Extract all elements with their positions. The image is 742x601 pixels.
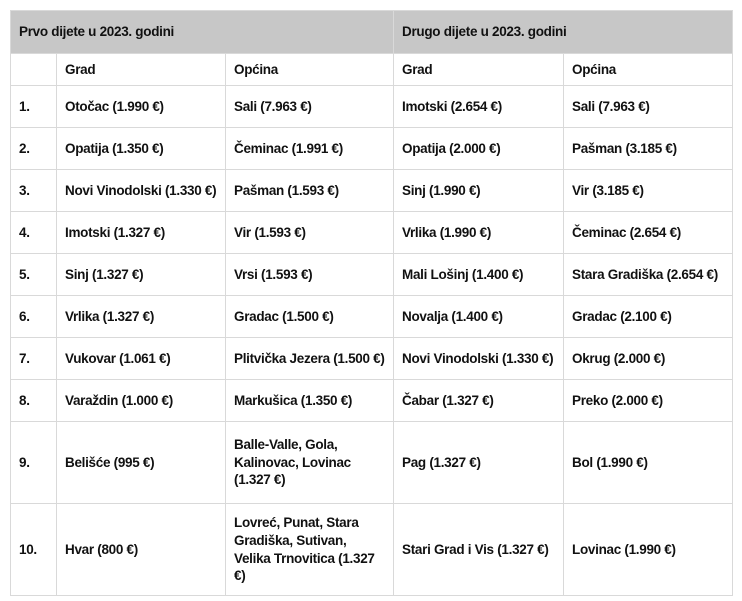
opcina2-cell: Stara Gradiška (2.654 €) bbox=[563, 253, 734, 296]
opcina2-cell: Okrug (2.000 €) bbox=[563, 337, 734, 380]
opcina2-cell: Bol (1.990 €) bbox=[563, 421, 734, 504]
table-row: 9. Belišće (995 €) Balle-Valle, Gola, Ka… bbox=[10, 421, 734, 504]
column-header-opcina-1: Općina bbox=[224, 53, 395, 86]
opcina1-cell: Lovreć, Punat, Stara Gradiška, Sutivan, … bbox=[224, 503, 395, 596]
group-header-first-child: Prvo dijete u 2023. godini bbox=[9, 10, 395, 54]
grad1-cell: Vrlika (1.327 €) bbox=[56, 295, 226, 338]
table-row: 1. Otočac (1.990 €) Sali (7.963 €) Imots… bbox=[10, 85, 734, 128]
column-header-row: Grad Općina Grad Općina bbox=[10, 53, 734, 86]
table-row: 5. Sinj (1.327 €) Vrsi (1.593 €) Mali Lo… bbox=[10, 253, 734, 296]
column-header-grad-2: Grad bbox=[393, 53, 565, 86]
column-header-rank bbox=[10, 53, 57, 86]
grad2-cell: Novi Vinodolski (1.330 €) bbox=[393, 337, 565, 380]
opcina2-cell: Vir (3.185 €) bbox=[563, 169, 734, 212]
rank-cell: 6. bbox=[10, 295, 57, 338]
table-row: 4. Imotski (1.327 €) Vir (1.593 €) Vrlik… bbox=[10, 211, 734, 254]
group-header-second-child: Drugo dijete u 2023. godini bbox=[393, 10, 734, 54]
column-header-grad-1: Grad bbox=[56, 53, 226, 86]
opcina2-cell: Lovinac (1.990 €) bbox=[563, 503, 734, 596]
rank-cell: 2. bbox=[10, 127, 57, 170]
table-row: 7. Vukovar (1.061 €) Plitvička Jezera (1… bbox=[10, 337, 734, 380]
opcina1-cell: Pašman (1.593 €) bbox=[224, 169, 395, 212]
grad2-cell: Pag (1.327 €) bbox=[393, 421, 565, 504]
opcina1-cell: Čeminac (1.991 €) bbox=[224, 127, 395, 170]
grad2-cell: Čabar (1.327 €) bbox=[393, 379, 565, 422]
opcina1-cell: Plitvička Jezera (1.500 €) bbox=[224, 337, 395, 380]
grad1-cell: Sinj (1.327 €) bbox=[56, 253, 226, 296]
grad1-cell: Otočac (1.990 €) bbox=[56, 85, 226, 128]
table-row: 6. Vrlika (1.327 €) Gradac (1.500 €) Nov… bbox=[10, 295, 734, 338]
grad2-cell: Imotski (2.654 €) bbox=[393, 85, 565, 128]
opcina2-cell: Gradac (2.100 €) bbox=[563, 295, 734, 338]
rank-cell: 8. bbox=[10, 379, 57, 422]
grad2-cell: Opatija (2.000 €) bbox=[393, 127, 565, 170]
opcina1-cell: Balle-Valle, Gola, Kalinovac, Lovinac (1… bbox=[224, 421, 395, 504]
group-header-row: Prvo dijete u 2023. godini Drugo dijete … bbox=[9, 10, 734, 54]
table-row: 10. Hvar (800 €) Lovreć, Punat, Stara Gr… bbox=[10, 503, 734, 596]
opcina2-cell: Preko (2.000 €) bbox=[563, 379, 734, 422]
grad1-cell: Imotski (1.327 €) bbox=[56, 211, 226, 254]
grad2-cell: Novalja (1.400 €) bbox=[393, 295, 565, 338]
opcina1-cell: Sali (7.963 €) bbox=[224, 85, 395, 128]
grad1-cell: Varaždin (1.000 €) bbox=[56, 379, 226, 422]
rank-cell: 7. bbox=[10, 337, 57, 380]
opcina2-cell: Čeminac (2.654 €) bbox=[563, 211, 734, 254]
table-row: 3. Novi Vinodolski (1.330 €) Pašman (1.5… bbox=[10, 169, 734, 212]
grad2-cell: Stari Grad i Vis (1.327 €) bbox=[393, 503, 565, 596]
rank-cell: 1. bbox=[10, 85, 57, 128]
rank-cell: 5. bbox=[10, 253, 57, 296]
opcina1-cell: Gradac (1.500 €) bbox=[224, 295, 395, 338]
grad1-cell: Hvar (800 €) bbox=[56, 503, 226, 596]
opcina1-cell: Vir (1.593 €) bbox=[224, 211, 395, 254]
table-row: 8. Varaždin (1.000 €) Markušica (1.350 €… bbox=[10, 379, 734, 422]
grad1-cell: Vukovar (1.061 €) bbox=[56, 337, 226, 380]
table-row: 2. Opatija (1.350 €) Čeminac (1.991 €) O… bbox=[10, 127, 734, 170]
rank-cell: 9. bbox=[10, 421, 57, 504]
grad2-cell: Vrlika (1.990 €) bbox=[393, 211, 565, 254]
rank-cell: 3. bbox=[10, 169, 57, 212]
child-allowance-ranking-table: Prvo dijete u 2023. godini Drugo dijete … bbox=[9, 10, 734, 596]
grad1-cell: Opatija (1.350 €) bbox=[56, 127, 226, 170]
grad1-cell: Novi Vinodolski (1.330 €) bbox=[56, 169, 226, 212]
opcina1-cell: Vrsi (1.593 €) bbox=[224, 253, 395, 296]
column-header-opcina-2: Općina bbox=[563, 53, 734, 86]
rank-cell: 10. bbox=[10, 503, 57, 596]
grad2-cell: Sinj (1.990 €) bbox=[393, 169, 565, 212]
opcina2-cell: Sali (7.963 €) bbox=[563, 85, 734, 128]
opcina2-cell: Pašman (3.185 €) bbox=[563, 127, 734, 170]
grad2-cell: Mali Lošinj (1.400 €) bbox=[393, 253, 565, 296]
grad1-cell: Belišće (995 €) bbox=[56, 421, 226, 504]
rank-cell: 4. bbox=[10, 211, 57, 254]
opcina1-cell: Markušica (1.350 €) bbox=[224, 379, 395, 422]
